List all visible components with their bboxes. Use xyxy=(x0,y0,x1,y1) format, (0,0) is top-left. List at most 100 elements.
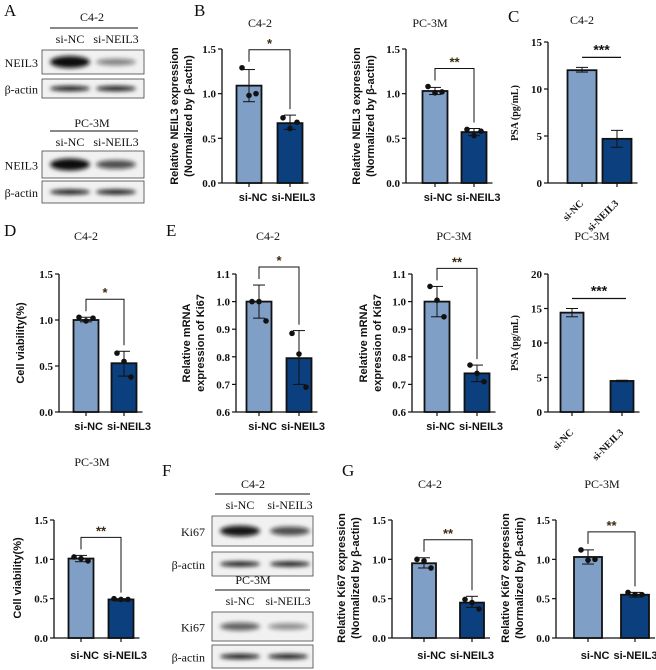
y-tick-label: 0 xyxy=(537,407,543,419)
data-point xyxy=(114,350,120,356)
data-point xyxy=(256,298,262,305)
data-point xyxy=(263,318,269,324)
blot-row-label: Ki67 xyxy=(181,525,205,539)
chart-title: C4-2 xyxy=(74,229,98,243)
data-point xyxy=(471,132,477,139)
y-axis-label: (Normalized by β-actin) xyxy=(183,55,195,177)
x-tick-label: si-NC xyxy=(551,427,576,452)
chart-title: PC-3M xyxy=(436,229,472,243)
protein-band xyxy=(220,654,260,659)
data-point xyxy=(287,125,293,132)
y-tick-label: 1.0 xyxy=(536,554,550,566)
bar-si-nc xyxy=(421,90,449,184)
x-tick-label: si-NC xyxy=(424,192,453,204)
blot-membrane xyxy=(41,180,145,204)
blot-membrane xyxy=(211,644,314,669)
protein-band xyxy=(50,56,90,68)
x-tick-label: si-NC xyxy=(70,650,99,662)
bar-si-neil3 xyxy=(107,598,135,639)
bar-chart-g-pc-3m: PC-3M Relative Ki67 expression (Normalized… xyxy=(500,477,656,662)
y-tick-label: 1.5 xyxy=(202,44,216,56)
data-point xyxy=(83,318,89,324)
chart-title: C4-2 xyxy=(570,13,594,27)
x-tick-label: si-NEIL3 xyxy=(457,192,501,204)
y-tick-label: 0.5 xyxy=(536,594,550,606)
western-blot-a-c4-2: C4-2 si-NC si-NEIL3 NEIL3 β-actin xyxy=(5,10,145,99)
y-axis-label: Relative Ki67 expression xyxy=(500,513,512,643)
lane-label: si-NEIL3 xyxy=(267,498,312,512)
y-tick-label: 0.5 xyxy=(372,594,386,606)
data-point xyxy=(414,556,420,563)
data-point xyxy=(425,83,431,90)
significance-bracket xyxy=(85,298,125,346)
y-tick-label: 0.7 xyxy=(216,379,230,391)
data-point xyxy=(76,314,82,321)
data-point xyxy=(289,330,295,337)
significance-bracket xyxy=(436,267,478,360)
significance-bracket xyxy=(80,536,122,593)
data-point xyxy=(439,89,445,95)
data-point xyxy=(71,554,77,560)
data-point xyxy=(434,297,440,304)
x-tick-label: si-NC xyxy=(239,192,268,204)
lane-label: si-NC xyxy=(56,32,85,46)
bar-si-nc xyxy=(423,300,451,413)
y-axis-label: (Normalized by β-actin) xyxy=(365,55,377,177)
bar-si-neil3 xyxy=(460,131,488,184)
y-tick-label: 0.0 xyxy=(202,178,216,190)
data-point xyxy=(478,128,484,134)
significance-bracket xyxy=(258,266,300,325)
bar-si-nc xyxy=(72,319,100,413)
protein-band xyxy=(96,86,136,91)
protein-band xyxy=(220,622,260,631)
protein-band xyxy=(270,526,310,536)
y-tick-label: 0 xyxy=(537,178,543,190)
bar-si-nc xyxy=(573,556,603,639)
data-point xyxy=(239,64,245,71)
y-tick-label: 0.5 xyxy=(34,594,48,606)
y-tick-label: 1.1 xyxy=(392,269,406,281)
significance-label: ** xyxy=(606,518,617,533)
x-tick-label: si-NEIL3 xyxy=(103,650,147,662)
protein-band xyxy=(268,654,308,659)
lane-label: si-NC xyxy=(226,594,255,608)
protein-band xyxy=(270,561,310,567)
data-point xyxy=(474,370,480,377)
y-tick-label: 0.9 xyxy=(216,324,230,336)
data-point xyxy=(421,558,427,564)
y-tick-label: 15 xyxy=(531,37,543,49)
data-point xyxy=(90,315,96,321)
y-axis-label: PSA (pg/mL) xyxy=(510,315,521,371)
bar-chart-b-c4-2: C4-2 Relative NEIL3 expression (Normalized… xyxy=(169,16,316,204)
y-tick-label: 1.0 xyxy=(202,89,216,101)
bar-si-nc xyxy=(566,69,598,184)
y-tick-label: 1.5 xyxy=(536,515,550,527)
significance-bracket xyxy=(587,531,636,587)
y-tick-label: 1.0 xyxy=(39,315,53,327)
y-tick-label: 10 xyxy=(531,338,543,350)
x-tick-label: si-NEIL3 xyxy=(459,421,503,433)
data-point xyxy=(280,114,286,121)
x-tick-label: si-NEIL3 xyxy=(450,650,494,662)
lane-label: si-NEIL3 xyxy=(265,594,310,608)
panel-letter-b: B xyxy=(194,1,205,20)
chart-title: PC-3M xyxy=(574,229,610,243)
x-tick-label: si-NC xyxy=(561,198,586,223)
y-axis-label: PSA (pg/mL) xyxy=(510,85,521,141)
data-point xyxy=(462,596,468,603)
x-tick-label: si-NEIL3 xyxy=(272,192,316,204)
chart-title: C4-2 xyxy=(248,16,272,30)
data-point xyxy=(639,591,645,598)
bar-si-nc xyxy=(559,311,585,413)
significance-label: ** xyxy=(96,523,107,538)
y-tick-label: 0.7 xyxy=(392,379,406,391)
y-tick-label: 5 xyxy=(537,373,543,385)
data-point xyxy=(303,384,309,390)
x-tick-label: si-NC xyxy=(581,650,610,662)
y-tick-label: 1.5 xyxy=(39,269,53,281)
blot-cell-line-header: PC-3M xyxy=(235,573,271,587)
y-tick-label: 0.9 xyxy=(392,324,406,336)
panel-letter-e: E xyxy=(166,221,176,240)
significance-label: *** xyxy=(593,41,610,57)
